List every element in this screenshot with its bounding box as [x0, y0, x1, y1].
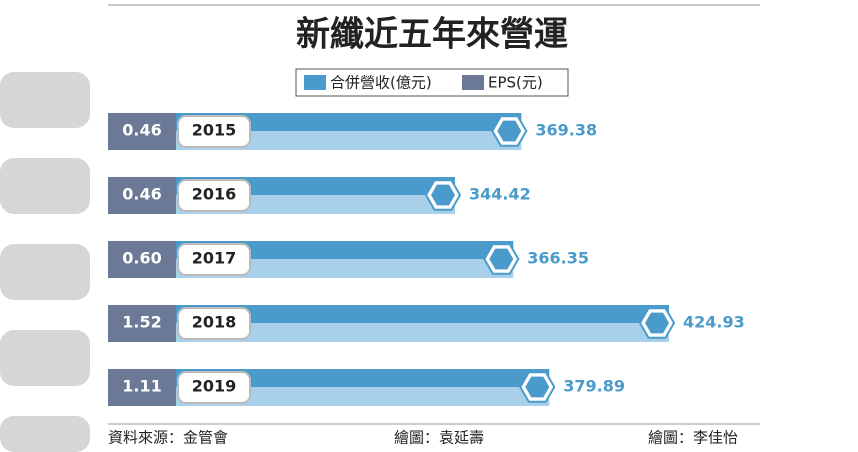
- blur-decoration: [0, 72, 90, 452]
- eps-label: 0.60: [122, 249, 161, 268]
- eps-box: [108, 305, 176, 342]
- revenue-hexagon-inner: [525, 376, 550, 398]
- year-label: 2018: [192, 313, 237, 332]
- year-label: 2019: [192, 377, 237, 396]
- revenue-label: 424.93: [683, 313, 745, 332]
- eps-label: 1.11: [122, 377, 161, 396]
- eps-label: 1.52: [122, 313, 161, 332]
- eps-label: 0.46: [122, 185, 161, 204]
- footer-source: 資料來源：金管會: [108, 429, 228, 447]
- legend-swatch: [304, 75, 326, 90]
- eps-label: 0.46: [122, 121, 161, 140]
- footer-credit: 繪圖：李佳怡: [648, 429, 738, 447]
- year-pill: [177, 371, 251, 404]
- legend-label: 合併營收(億元): [330, 74, 432, 92]
- footer-credit: 繪圖：袁延壽: [394, 429, 484, 447]
- eps-box: [108, 369, 176, 406]
- eps-box: [108, 177, 176, 214]
- chart-title: 新纖近五年來營運: [296, 15, 568, 55]
- eps-box: [108, 113, 176, 150]
- year-pill: [177, 115, 251, 148]
- revenue-hexagon-inner: [431, 184, 455, 206]
- revenue-label: 369.38: [535, 121, 597, 140]
- year-pill: [177, 179, 251, 212]
- year-pill: [177, 307, 251, 340]
- legend-swatch: [462, 75, 484, 90]
- plot: 369.38 0.46 2015 344.42 0.46 2016 366.35 0.60 20…: [108, 113, 745, 406]
- legend-box: [295, 68, 569, 97]
- revenue-hexagon-inner: [497, 120, 522, 142]
- revenue-label: 366.35: [527, 249, 589, 268]
- revenue-label: 379.89: [563, 377, 625, 396]
- revenue-hexagon-inner: [489, 248, 514, 270]
- legend: 合併營收(億元) EPS(元): [304, 74, 543, 92]
- year-label: 2016: [192, 185, 237, 204]
- legend-label: EPS(元): [488, 74, 543, 92]
- year-pill: [177, 243, 251, 276]
- revenue-hexagon-inner: [645, 312, 669, 334]
- year-label: 2015: [192, 121, 237, 140]
- revenue-label: 344.42: [469, 185, 531, 204]
- year-label: 2017: [192, 249, 237, 268]
- eps-box: [108, 241, 176, 278]
